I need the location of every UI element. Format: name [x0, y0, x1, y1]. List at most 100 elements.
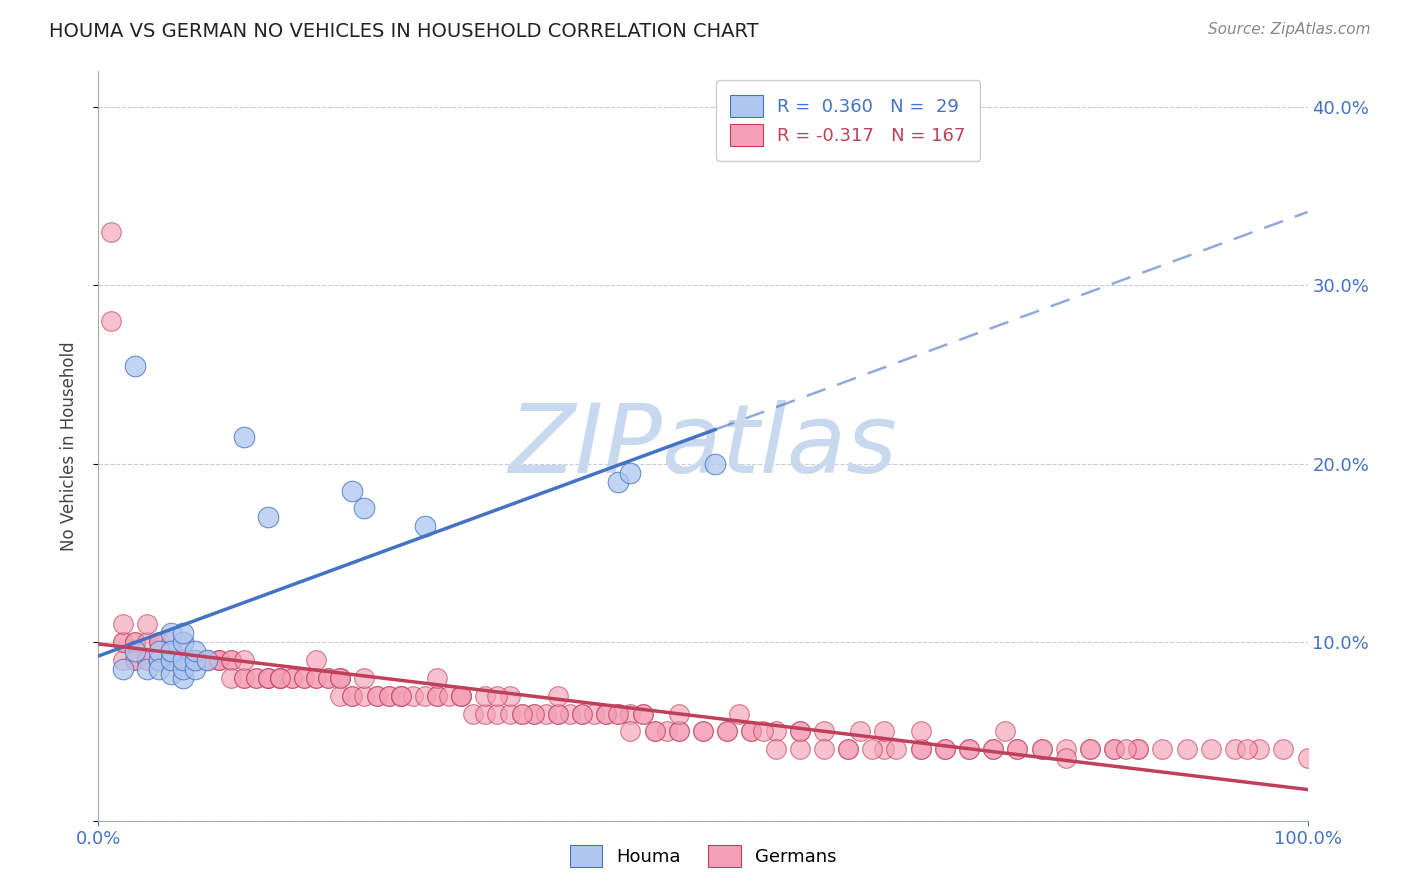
Point [232, 671, 254, 685]
Point [583, 706, 606, 721]
Point [595, 706, 617, 721]
Point [860, 742, 883, 756]
Point [1054, 751, 1077, 765]
Point [221, 653, 243, 667]
Point [160, 653, 183, 667]
Point [523, 706, 546, 721]
Point [668, 724, 690, 739]
Text: HOUMA VS GERMAN NO VEHICLES IN HOUSEHOLD CORRELATION CHART: HOUMA VS GERMAN NO VEHICLES IN HOUSEHOLD… [49, 22, 759, 41]
Point [571, 706, 593, 721]
Point [342, 689, 364, 703]
Point [184, 644, 207, 658]
Point [353, 501, 375, 516]
Point [571, 706, 593, 721]
Point [292, 671, 315, 685]
Point [910, 724, 932, 739]
Point [160, 635, 183, 649]
Point [124, 644, 146, 658]
Point [172, 626, 194, 640]
Point [329, 689, 352, 703]
Point [1223, 742, 1246, 756]
Point [1078, 742, 1101, 756]
Point [716, 724, 738, 739]
Point [413, 689, 436, 703]
Point [172, 635, 194, 649]
Point [740, 724, 762, 739]
Point [498, 689, 520, 703]
Point [172, 635, 194, 649]
Point [1128, 742, 1150, 756]
Point [631, 706, 654, 721]
Point [523, 706, 546, 721]
Point [1078, 742, 1101, 756]
Point [245, 671, 267, 685]
Point [232, 671, 254, 685]
Point [195, 653, 218, 667]
Point [450, 689, 472, 703]
Point [195, 653, 218, 667]
Point [389, 689, 412, 703]
Point [329, 671, 352, 685]
Point [1007, 742, 1029, 756]
Point [269, 671, 291, 685]
Point [160, 626, 183, 640]
Point [668, 706, 690, 721]
Point [232, 653, 254, 667]
Point [474, 706, 496, 721]
Point [124, 359, 146, 373]
Point [558, 706, 581, 721]
Point [111, 617, 134, 632]
Point [957, 742, 980, 756]
Point [1199, 742, 1222, 756]
Point [510, 706, 533, 721]
Point [873, 742, 896, 756]
Point [547, 689, 569, 703]
Point [377, 689, 399, 703]
Point [366, 689, 388, 703]
Point [619, 466, 641, 480]
Point [366, 689, 388, 703]
Point [100, 314, 122, 328]
Point [208, 653, 231, 667]
Point [692, 724, 714, 739]
Point [644, 724, 666, 739]
Point [886, 742, 908, 756]
Point [413, 519, 436, 533]
Point [124, 635, 146, 649]
Point [232, 430, 254, 444]
Point [981, 742, 1004, 756]
Point [450, 689, 472, 703]
Point [668, 724, 690, 739]
Point [740, 724, 762, 739]
Point [426, 671, 449, 685]
Point [463, 706, 485, 721]
Point [1102, 742, 1125, 756]
Y-axis label: No Vehicles in Household: No Vehicles in Household [59, 341, 77, 551]
Point [148, 644, 170, 658]
Point [1102, 742, 1125, 756]
Point [281, 671, 304, 685]
Point [1054, 742, 1077, 756]
Point [595, 706, 617, 721]
Point [994, 724, 1017, 739]
Point [510, 706, 533, 721]
Point [316, 671, 339, 685]
Point [160, 653, 183, 667]
Point [111, 653, 134, 667]
Point [292, 671, 315, 685]
Legend: R =  0.360   N =  29, R = -0.317   N = 167: R = 0.360 N = 29, R = -0.317 N = 167 [716, 80, 980, 161]
Point [1236, 742, 1258, 756]
Point [100, 225, 122, 239]
Point [135, 653, 157, 667]
Point [172, 662, 194, 676]
Point [1296, 751, 1319, 765]
Point [305, 653, 328, 667]
Point [148, 653, 170, 667]
Point [135, 617, 157, 632]
Point [607, 475, 630, 489]
Point [402, 689, 425, 703]
Point [316, 671, 339, 685]
Point [607, 706, 630, 721]
Point [256, 671, 278, 685]
Point [704, 457, 727, 471]
